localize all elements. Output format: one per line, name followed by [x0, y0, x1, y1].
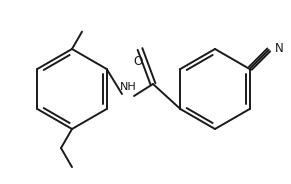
Text: NH: NH: [120, 82, 136, 92]
Text: N: N: [274, 42, 283, 55]
Text: O: O: [133, 55, 143, 68]
